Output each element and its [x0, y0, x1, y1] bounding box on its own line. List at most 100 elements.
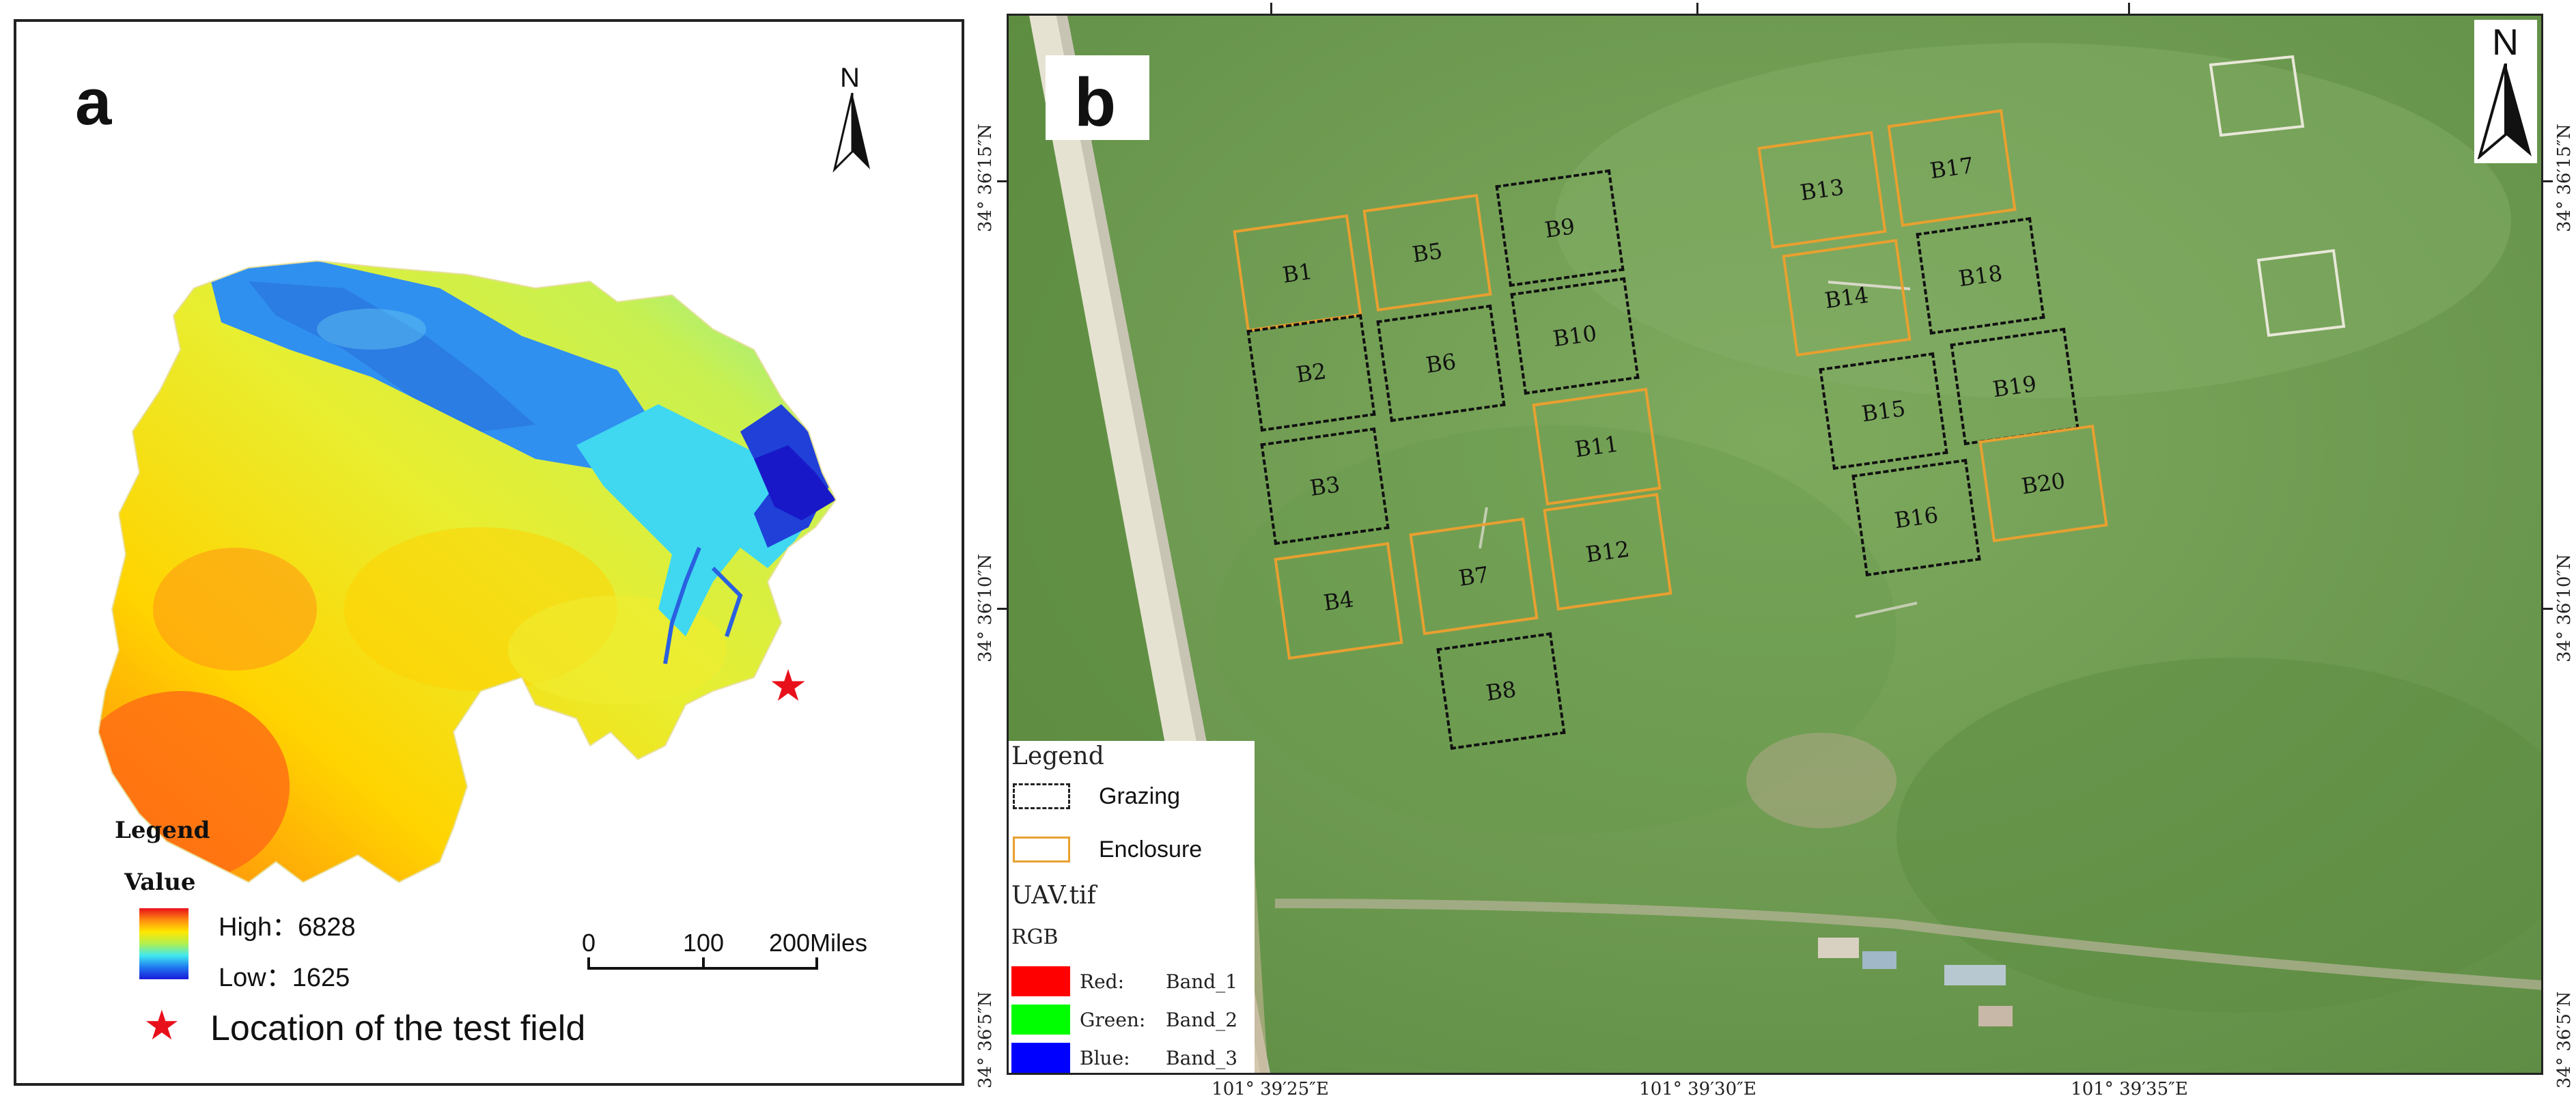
- legend-a-value-title: Value: [124, 869, 196, 896]
- grazing-swatch: [1013, 783, 1070, 809]
- frame-tick: [1270, 3, 1272, 14]
- latitude-label: 34° 36′5″N: [975, 991, 996, 1089]
- frame-tick: [1696, 3, 1698, 14]
- blue-band-swatch: [1011, 1043, 1070, 1073]
- frame-tick: [2543, 180, 2553, 182]
- plot-b14: B14: [1782, 238, 1912, 357]
- legend-a-title: Legend: [115, 817, 210, 844]
- plot-b11: B11: [1532, 387, 1662, 506]
- plot-b15: B15: [1819, 352, 1948, 471]
- legend-b: Legend Grazing Enclosure UAV.tif RGB Red…: [1009, 741, 1255, 1073]
- plot-label: B12: [1584, 535, 1632, 568]
- longitude-label: 101° 39′35″E: [2071, 1079, 2188, 1099]
- plot-b18: B18: [1916, 216, 2045, 335]
- plot-label: B5: [1410, 238, 1444, 268]
- plot-b1: B1: [1233, 214, 1362, 333]
- plot-label: B2: [1294, 358, 1328, 388]
- plot-label: B10: [1551, 320, 1599, 352]
- plot-b8: B8: [1436, 632, 1566, 750]
- scale-bar-tick: [587, 957, 590, 970]
- frame-tick: [2128, 3, 2130, 14]
- panel-b-uav-image: b B1 B2 B3 B4 B5 B6 B7 B8 B9 B10 B11 B12…: [1007, 14, 2543, 1075]
- plot-label: B17: [1928, 152, 1976, 184]
- latitude-label: 34° 36′15″N: [2554, 124, 2575, 232]
- plot-b16: B16: [1851, 458, 1981, 577]
- plot-label: B11: [1573, 430, 1621, 463]
- scale-bar: 0 100 200Miles: [576, 929, 867, 983]
- north-arrow-b-label: N: [2492, 22, 2519, 63]
- frame-tick: [997, 180, 1007, 182]
- star-icon: ★: [143, 1002, 180, 1048]
- plot-b2: B2: [1246, 313, 1376, 432]
- north-arrow-a: N: [825, 63, 880, 199]
- plot-b9: B9: [1495, 169, 1625, 287]
- legend-b-raster: UAV.tif: [1011, 882, 1096, 910]
- frame-tick: [2543, 608, 2553, 610]
- frame-tick: [997, 608, 1007, 610]
- north-arrow-b: N: [2474, 20, 2537, 163]
- plot-b12: B12: [1543, 492, 1672, 611]
- plot-label: B8: [1484, 676, 1518, 706]
- north-arrow-icon: [2477, 64, 2532, 159]
- legend-a-location-label: Location of the test field: [210, 1009, 586, 1048]
- enclosure-swatch: [1013, 837, 1070, 862]
- test-field-star-icon: ★: [768, 661, 807, 710]
- plot-b3: B3: [1260, 427, 1390, 546]
- legend-b-title: Legend: [1011, 742, 1104, 770]
- legend-b-grazing: Grazing: [1099, 783, 1181, 809]
- scale-bar-label-100: 100: [682, 929, 725, 957]
- latitude-label: 34° 36′10″N: [975, 554, 996, 662]
- latitude-label: 34° 36′15″N: [975, 124, 996, 232]
- plot-label: B6: [1424, 348, 1458, 378]
- scale-bar-tick: [815, 957, 818, 970]
- north-arrow-icon: [832, 93, 870, 173]
- plot-label: B15: [1860, 395, 1907, 427]
- latitude-label: 34° 36′5″N: [2554, 991, 2575, 1089]
- longitude-label: 101° 39′25″E: [1212, 1079, 1329, 1099]
- elevation-map: ★: [98, 259, 837, 884]
- legend-b-rgb: RGB: [1011, 925, 1059, 949]
- plot-label: B16: [1892, 501, 1940, 534]
- green-band-swatch: [1011, 1005, 1070, 1035]
- plot-label: B13: [1798, 173, 1846, 206]
- plot-label: B19: [1991, 370, 2039, 403]
- scale-bar-tick: [702, 957, 705, 970]
- band-name: Band_2: [1166, 1009, 1238, 1031]
- plot-label: B4: [1321, 586, 1356, 616]
- panel-b-letter: b: [1074, 64, 1117, 141]
- plot-label: B9: [1543, 213, 1577, 243]
- plot-label: B3: [1308, 471, 1342, 501]
- plot-b10: B10: [1510, 277, 1640, 395]
- plot-label: B1: [1280, 258, 1315, 288]
- plot-label: B20: [2019, 467, 2067, 500]
- band-channel: Red:: [1080, 970, 1125, 993]
- band-name: Band_1: [1166, 970, 1238, 993]
- north-arrow-a-label: N: [840, 63, 860, 93]
- plot-b19: B19: [1950, 327, 2080, 446]
- plot-b17: B17: [1887, 109, 2017, 227]
- band-channel: Blue:: [1080, 1047, 1130, 1069]
- legend-a-high: High：6828: [219, 913, 356, 942]
- plot-b20: B20: [1978, 424, 2108, 543]
- scale-bar-label-0: 0: [581, 929, 596, 957]
- panel-a-regional-map: a N: [14, 19, 964, 1086]
- latitude-label: 34° 36′10″N: [2554, 554, 2575, 662]
- panel-b-letter-box: b: [1046, 55, 1149, 141]
- red-band-swatch: [1011, 966, 1070, 996]
- plot-b6: B6: [1376, 304, 1506, 423]
- plot-b7: B7: [1409, 517, 1539, 636]
- band-channel: Green:: [1080, 1009, 1146, 1031]
- panel-a-letter: a: [75, 66, 112, 139]
- legend-a: Legend Value High：6828 Low：1625 ★ Locati…: [115, 800, 593, 1087]
- scale-bar-label-200: 200Miles: [768, 929, 868, 957]
- plot-label: B18: [1957, 259, 2004, 292]
- plot-label: B7: [1457, 561, 1491, 591]
- elevation-color-ramp: [139, 908, 188, 979]
- plot-label: B14: [1823, 281, 1871, 314]
- legend-b-enclosure: Enclosure: [1099, 837, 1203, 862]
- plot-b4: B4: [1274, 542, 1403, 660]
- plot-b5: B5: [1362, 193, 1492, 312]
- longitude-label: 101° 39′30″E: [1639, 1079, 1756, 1099]
- plot-b13: B13: [1757, 130, 1887, 249]
- band-name: Band_3: [1166, 1047, 1238, 1069]
